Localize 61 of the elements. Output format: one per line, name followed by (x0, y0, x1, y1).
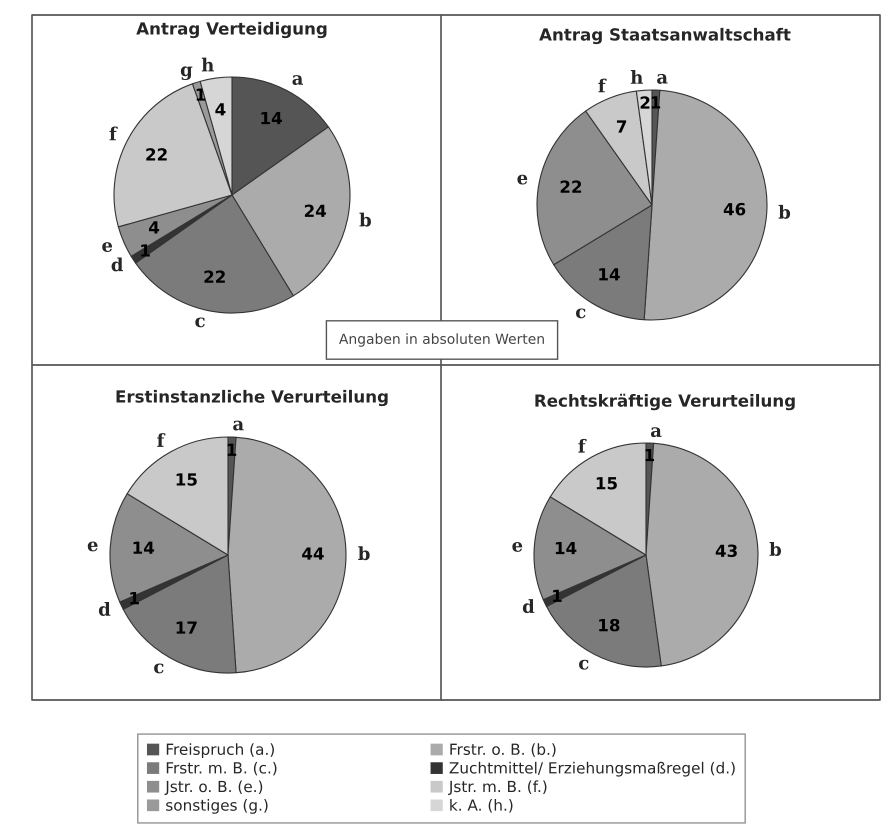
data-label: 22 (146, 148, 167, 161)
chart-title: Antrag Staatsanwaltschaft (539, 28, 791, 44)
slice-label: c (576, 308, 586, 318)
slice-label: d (98, 602, 110, 616)
data-label: 14 (599, 268, 620, 280)
data-label: 46 (724, 202, 746, 216)
slice-label: h (202, 58, 214, 72)
data-label: 17 (176, 622, 197, 634)
slice-label: f (110, 126, 118, 140)
text: Angaben in absoluten Werten (339, 333, 544, 347)
category-label: Freispruch (a.) (166, 743, 274, 758)
data-label: 14 (261, 112, 282, 124)
data-label: 44 (302, 547, 324, 560)
category-label: Jstr. m. B. (f.) (448, 780, 546, 796)
data-label: 7 (616, 120, 626, 133)
slice-label: c (154, 663, 164, 674)
category-label: Jstr. o. B. (e.) (164, 780, 262, 796)
slice-label: b (778, 204, 790, 219)
slice-label: d (112, 257, 124, 272)
slice-label: a (233, 420, 244, 431)
category-label: Frstr. o. B. (b.) (450, 743, 556, 757)
slice-label: a (292, 75, 303, 85)
slice-label: f (157, 433, 166, 447)
slice-label: h (630, 70, 643, 84)
slice-label: b (358, 546, 370, 560)
slice-label: f (598, 78, 607, 92)
slice-label: f (578, 438, 587, 453)
chart-title: Antrag Verteidigung (136, 22, 326, 38)
slice-label: e (517, 174, 528, 184)
slice-label: a (650, 427, 662, 438)
slice-label: e (88, 541, 98, 552)
data-label: 15 (176, 473, 197, 486)
data-label: 1 (141, 244, 150, 257)
data-label: 15 (596, 477, 617, 490)
slice-label: e (102, 242, 112, 252)
slice-label: d (522, 599, 534, 614)
data-label: 4 (149, 221, 160, 234)
data-label: 43 (716, 544, 737, 558)
data-label: 22 (560, 180, 582, 193)
slice-label: g (180, 66, 192, 80)
data-label: 22 (204, 270, 225, 283)
data-label: 14 (556, 542, 576, 554)
slice-label: a (657, 74, 668, 84)
slice-label: e (512, 542, 522, 552)
slice-label: c (579, 660, 589, 670)
data-label: 4 (215, 103, 226, 116)
data-label: 14 (134, 542, 154, 554)
data-label: 24 (304, 204, 326, 217)
slice-label: c (195, 317, 205, 328)
category-label: Frstr. m. B. (c.) (166, 762, 276, 776)
slice-label: b (770, 542, 782, 556)
data-label: 18 (599, 618, 620, 632)
data-label: 1 (130, 592, 139, 604)
data-label: 1 (553, 590, 562, 602)
chart-title: Rechtskräftige Verurteilung (535, 394, 795, 410)
slice-label: b (360, 212, 371, 227)
chart-title: Erstinstanzliche Verurteilung (116, 390, 388, 406)
category-label: k. A. (h.) (450, 799, 512, 813)
data-label: 2 (640, 96, 650, 109)
category-label: sonstiges (g.) (166, 799, 268, 814)
category-label: Zuchtmittel/ Erziehungsmaßregel (d.) (450, 762, 735, 777)
